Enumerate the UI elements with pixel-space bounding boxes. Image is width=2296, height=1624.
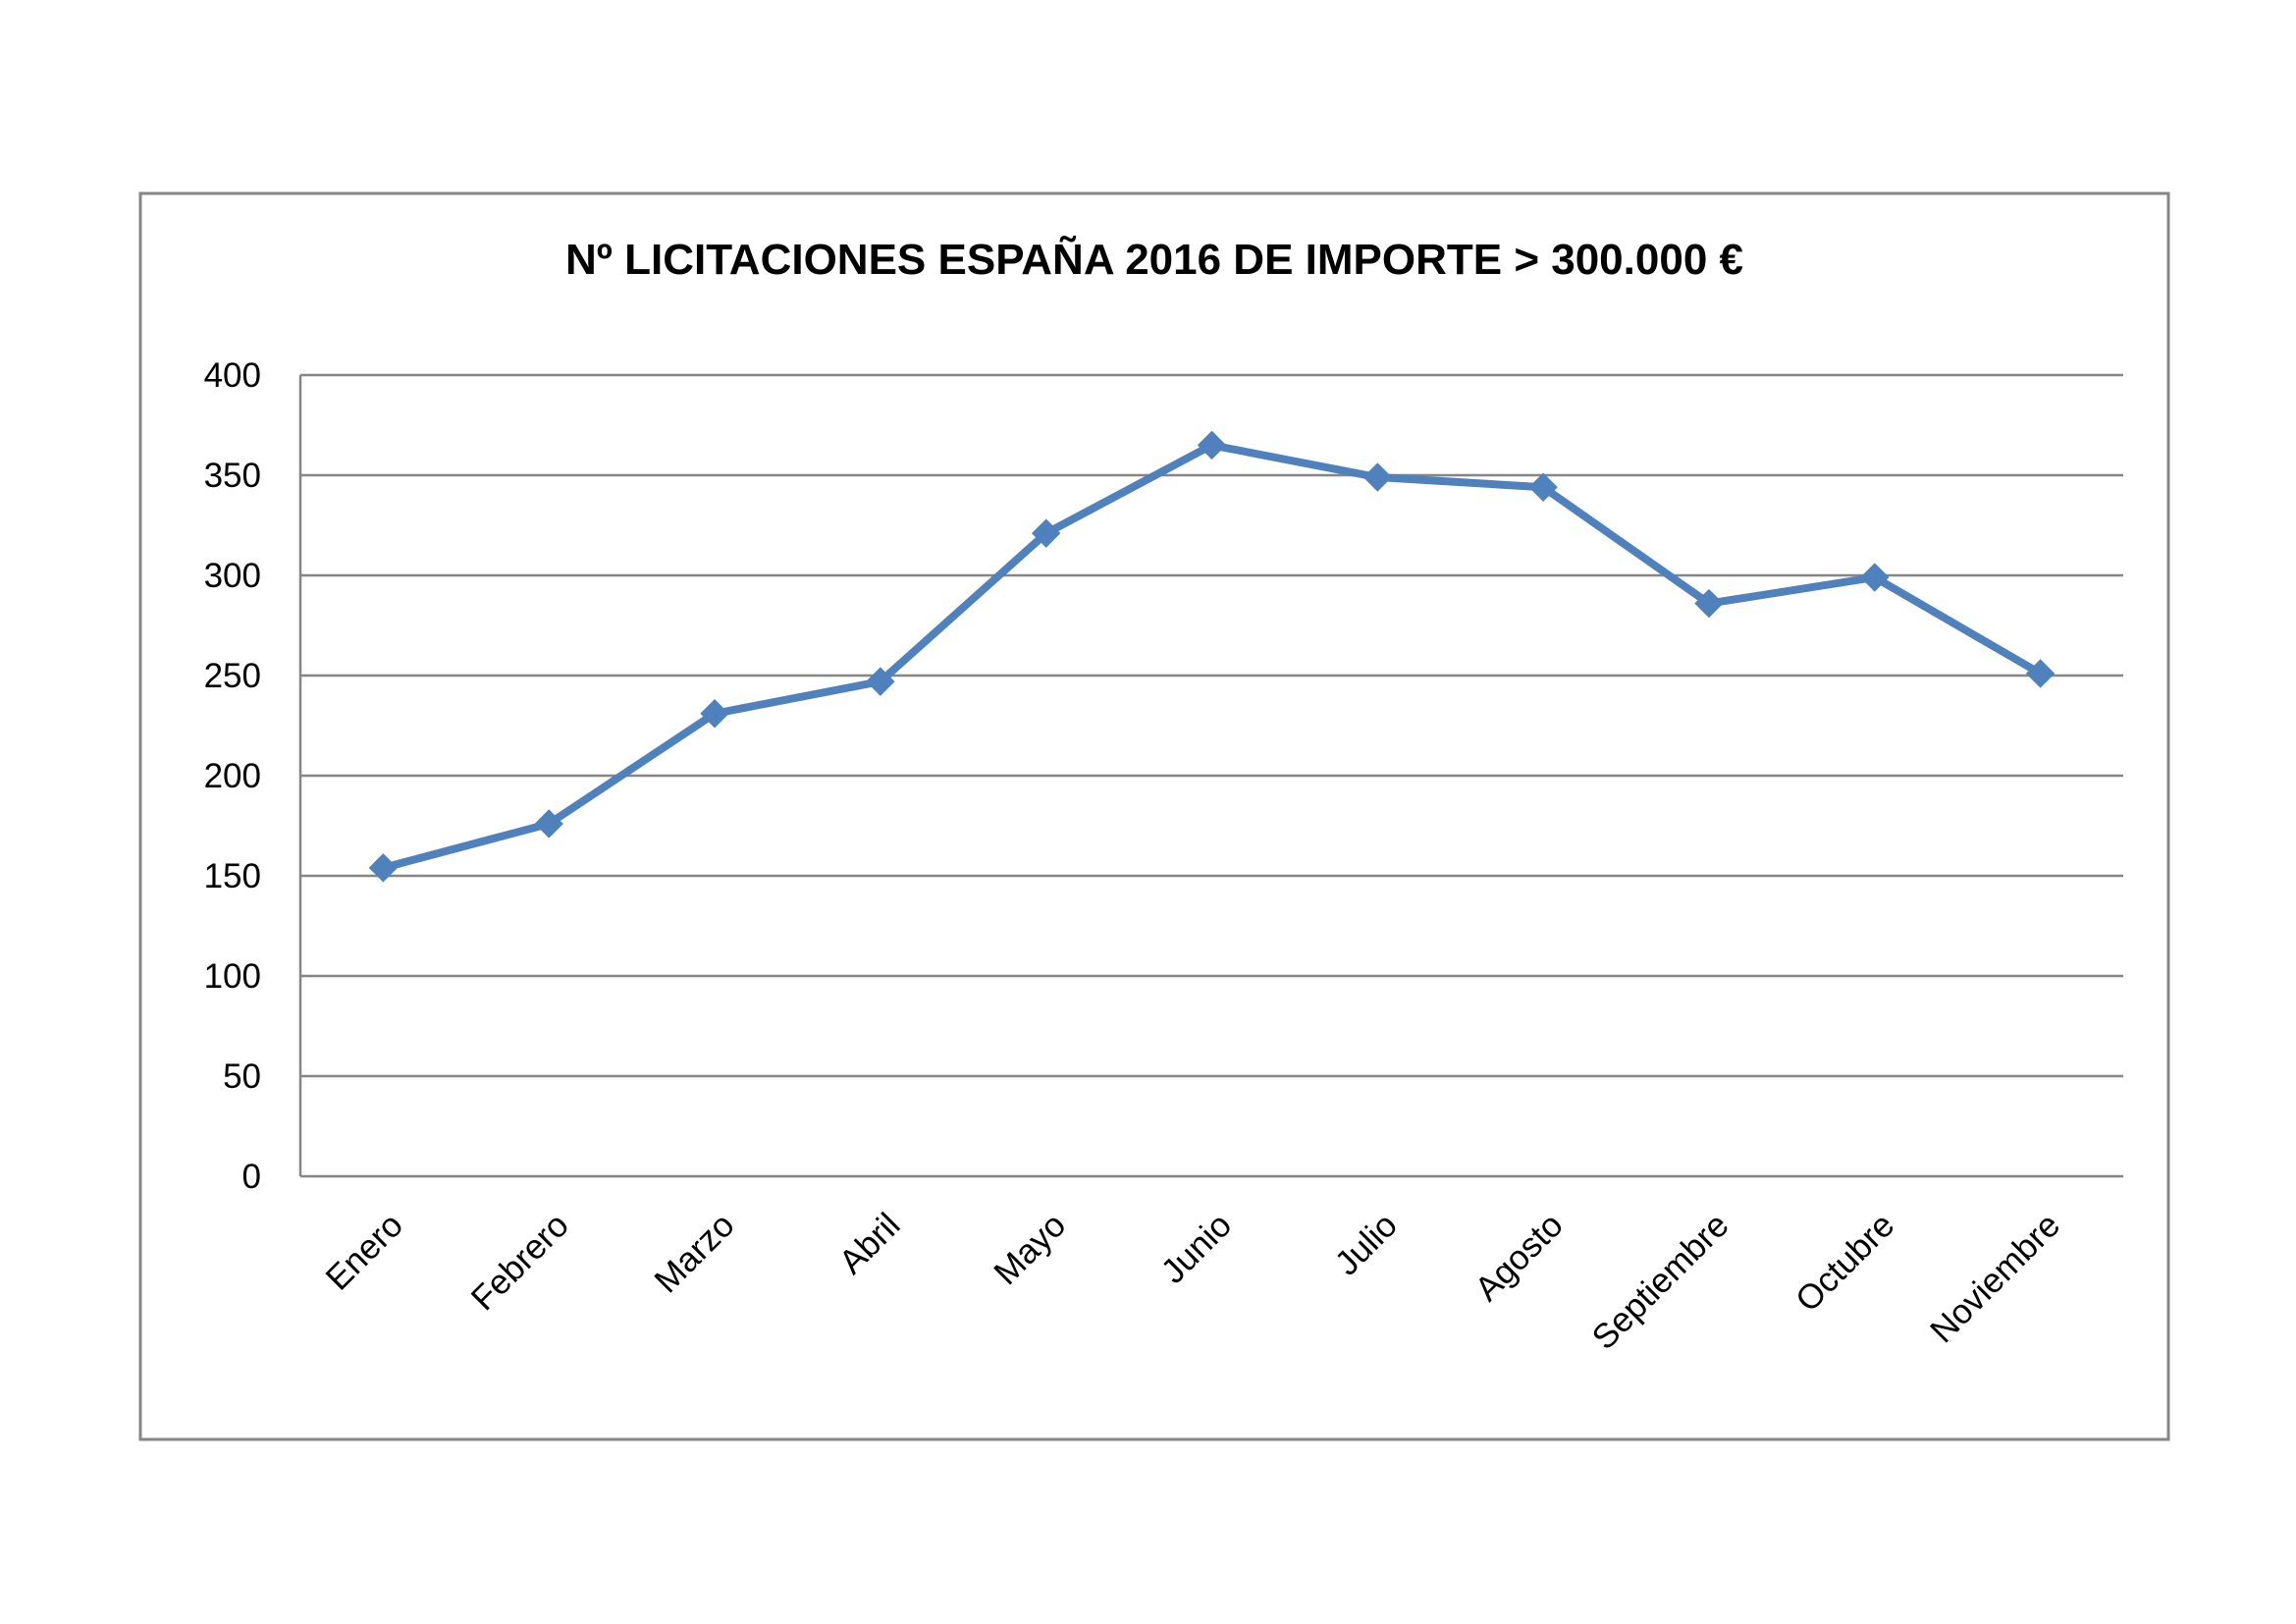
y-tick-label: 350 bbox=[204, 457, 261, 495]
data-point-marker bbox=[1362, 462, 1393, 492]
data-point-marker bbox=[2025, 659, 2056, 688]
data-point-marker bbox=[1197, 430, 1227, 460]
gridlines bbox=[300, 373, 2123, 1078]
y-tick-label: 300 bbox=[204, 557, 261, 595]
series-line bbox=[368, 430, 2056, 883]
chart-frame bbox=[138, 191, 2170, 1441]
data-point-marker bbox=[1528, 472, 1558, 502]
y-axis: 0 50 100 150 200 250 300 350 400 bbox=[204, 356, 302, 1196]
data-point-marker bbox=[368, 853, 399, 883]
y-tick-label: 400 bbox=[204, 356, 261, 395]
y-tick-label: 150 bbox=[204, 857, 261, 895]
data-point-marker bbox=[700, 699, 729, 729]
data-point-marker bbox=[1860, 563, 1890, 592]
data-point-marker bbox=[1031, 518, 1061, 548]
data-point-marker bbox=[1694, 588, 1724, 619]
data-point-marker bbox=[866, 667, 895, 696]
y-tick-label: 200 bbox=[204, 757, 261, 795]
y-tick-label: 250 bbox=[204, 657, 261, 695]
y-tick-label: 50 bbox=[223, 1057, 261, 1096]
data-point-marker bbox=[534, 809, 563, 839]
y-tick-label: 0 bbox=[242, 1158, 261, 1196]
y-tick-label: 100 bbox=[204, 957, 261, 996]
chart-title: Nº LICITACIONES ESPAÑA 2016 DE IMPORTE >… bbox=[565, 235, 1743, 284]
